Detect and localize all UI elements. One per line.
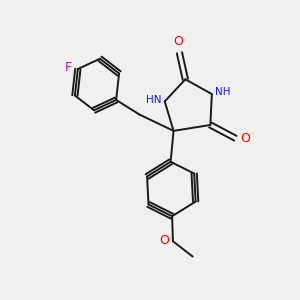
Text: F: F — [64, 61, 71, 74]
Text: HN: HN — [146, 95, 161, 105]
Text: O: O — [160, 234, 170, 247]
Text: O: O — [241, 132, 250, 145]
Text: NH: NH — [215, 87, 231, 97]
Text: O: O — [173, 35, 183, 48]
